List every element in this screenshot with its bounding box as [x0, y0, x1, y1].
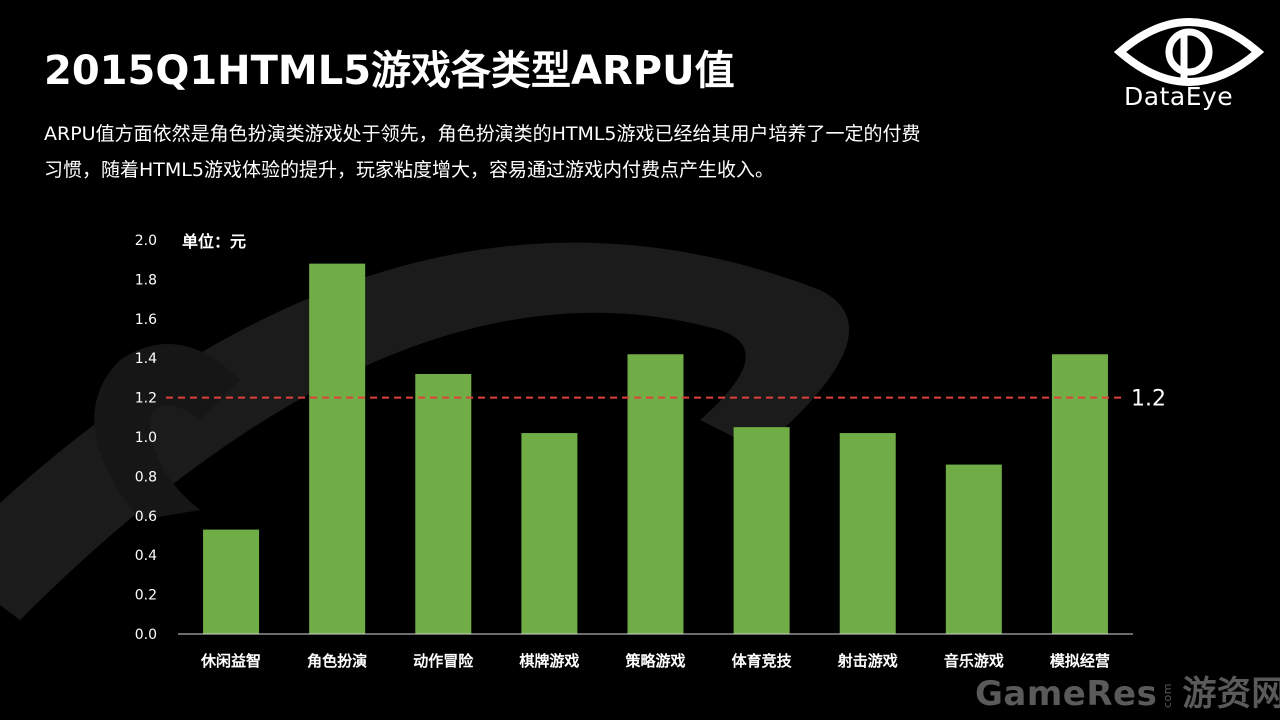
y-tick-label: 1.6 — [135, 312, 157, 328]
page-description: ARPU值方面依然是角色扮演类游戏处于领先，角色扮演类的HTML5游戏已经给其用… — [44, 116, 1044, 188]
x-category-label: 模拟经营 — [1050, 652, 1110, 670]
bar-2 — [309, 263, 366, 634]
x-category-label: 策略游戏 — [624, 652, 685, 670]
y-tick-label: 2.0 — [135, 233, 157, 249]
y-unit-label: 单位：元 — [182, 232, 246, 251]
x-category-label: 棋牌游戏 — [519, 652, 579, 670]
y-tick-label: 0.6 — [135, 509, 157, 525]
x-category-label: 动作冒险 — [413, 652, 474, 670]
y-tick-label: 0.8 — [135, 469, 157, 485]
x-category-label: 休闲益智 — [200, 652, 261, 670]
watermark-main: GameRes — [975, 674, 1158, 714]
y-tick-label: 1.0 — [135, 430, 157, 446]
y-tick-label: 0.4 — [135, 548, 157, 564]
y-tick-label: 0.2 — [135, 588, 157, 604]
description-line-2: 习惯，随着HTML5游戏体验的提升，玩家粘度增大，容易通过游戏内付费点产生收入。 — [44, 159, 774, 181]
reference-line-label: 1.2 — [1131, 387, 1166, 412]
x-category-label: 射击游戏 — [837, 652, 898, 670]
y-tick-label: 0.0 — [135, 627, 157, 643]
watermark: GameRes com 游资网 — [975, 666, 1280, 715]
description-line-1: ARPU值方面依然是角色扮演类游戏处于领先，角色扮演类的HTML5游戏已经给其用… — [44, 123, 921, 145]
bar-9 — [1051, 354, 1108, 634]
x-category-label: 体育竞技 — [732, 652, 793, 670]
bar-1 — [203, 529, 260, 634]
bar-5 — [627, 354, 684, 634]
watermark-cn: 游资网 — [1182, 674, 1280, 714]
x-category-label: 音乐游戏 — [944, 652, 1004, 670]
bar-4 — [521, 433, 578, 634]
bar-7 — [839, 433, 896, 634]
bar-8 — [945, 464, 1002, 634]
y-tick-label: 1.8 — [135, 272, 157, 288]
page-title: 2015Q1HTML5游戏各类型ARPU值 — [44, 48, 735, 94]
dataeye-logo-icon — [1114, 18, 1264, 86]
y-tick-label: 1.2 — [135, 391, 157, 407]
watermark-com: com — [1161, 683, 1175, 708]
y-tick-label: 1.4 — [135, 351, 157, 367]
x-category-label: 角色扮演 — [307, 652, 367, 670]
bar-3 — [415, 373, 472, 634]
bar-6 — [733, 427, 790, 634]
logo-text: DataEye — [1124, 82, 1234, 111]
